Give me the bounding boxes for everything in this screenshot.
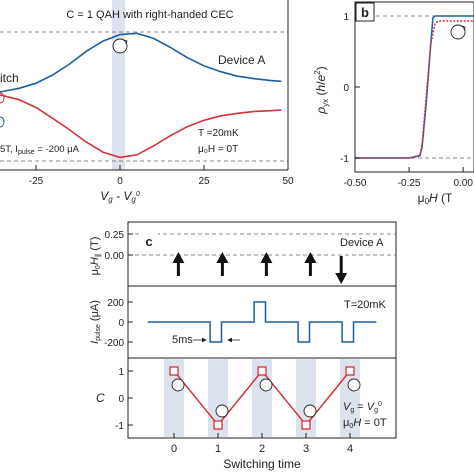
panel-c-xlabel: Switching time xyxy=(223,457,301,471)
panel-b-ylabel: ρyx (h/e2) xyxy=(313,66,330,114)
panel-a-conditions: 5T, Ipulse = -200 μA xyxy=(0,144,80,156)
panel-c-top-frame xyxy=(127,221,397,287)
panel-c-ylabel-bottom: C xyxy=(96,391,105,405)
panel-c-top-ytick-label: 0.00 xyxy=(105,251,125,262)
panel-c-ylabel-top: μ0H∥ (T) xyxy=(89,237,102,276)
panel-c-field-condition: μ0H = 0T xyxy=(343,417,387,430)
panel-c-chern-point xyxy=(213,420,223,430)
panel-a-xtick-label: 0 xyxy=(117,176,123,187)
panel-c-bottom-ytick-label: 0 xyxy=(118,394,124,405)
panel-a-cec-circle xyxy=(112,38,128,54)
panel-a-field: μ₀H = 0T xyxy=(198,144,238,155)
panel-a-xlabel: Vg - Vg0 xyxy=(100,189,140,204)
panel-c-shade xyxy=(208,359,228,437)
panel-c-shade xyxy=(296,359,316,437)
panel-a-pulse-value: = -200 μA xyxy=(35,144,80,155)
panel-a-xtick-label: 25 xyxy=(198,176,210,187)
panel-c-bottom-ytick-label: -1 xyxy=(115,421,124,432)
panel-a-pulse-subscript: pulse xyxy=(18,149,35,156)
panel-a-legend-fragment: itch xyxy=(0,71,19,85)
panel-c-label-box xyxy=(140,232,158,250)
panel-b-xtick-label: 0.00 xyxy=(453,178,473,189)
panel-c-cec-circle xyxy=(259,378,273,392)
panel-c-cec-circle xyxy=(347,378,361,392)
panel-c-pulse-series xyxy=(147,301,377,343)
panel-a-series-0 xyxy=(0,32,282,93)
panel-c-label: c xyxy=(145,234,152,249)
panel-c-shade xyxy=(340,359,360,437)
panel-c-top-ytick-label: 0.25 xyxy=(105,230,125,241)
panel-b-xtick-label: -0.50 xyxy=(344,178,367,189)
panel-c-chern-point xyxy=(257,366,267,376)
panel-c-device-label: Device A xyxy=(340,237,384,249)
panel-a-xtick-label: 50 xyxy=(282,176,294,187)
panel-c-xtick-label: 0 xyxy=(171,443,177,455)
panel-c-cec-circle xyxy=(171,378,185,392)
panel-b-xlabel: μ0H (T xyxy=(418,191,453,206)
panel-c-cec-circle xyxy=(303,404,317,418)
panel-c-xtick-label: 1 xyxy=(215,443,221,455)
panel-c: 0.00 0.25 -200 0 200 -1 0 1 0 1 2 3 4 c Device A T=2… xyxy=(89,221,397,471)
panel-c-xtick-label: 4 xyxy=(347,443,353,455)
panel-c-pulse-width-label: 5ms xyxy=(172,334,193,346)
panel-c-field-arrowhead-down xyxy=(335,273,348,284)
panel-c-field-arrowhead-up xyxy=(304,252,317,263)
panel-b-xtick-label: -0.25 xyxy=(398,178,421,189)
panel-b-series-1 xyxy=(355,20,474,159)
panel-b-ytick-label: 1 xyxy=(343,12,349,23)
panel-c-chern-point xyxy=(169,366,179,376)
panel-b-label-box xyxy=(355,2,375,22)
panel-a-xtick-label: -25 xyxy=(29,176,44,187)
panel-c-field-arrowhead-up xyxy=(260,252,273,263)
panel-a: -25 0 25 50 C = 1 QAH with right-handed CEC… xyxy=(0,0,294,204)
panel-c-middle-ytick-label: 200 xyxy=(107,298,124,309)
panel-a-device-label: Device A xyxy=(218,53,265,67)
panel-c-ylabel-middle: Ipulse (μA) xyxy=(89,300,102,344)
panel-a-header: C = 1 QAH with right-handed CEC xyxy=(66,9,233,21)
panel-a-legend-red-mark xyxy=(0,92,5,104)
panel-b-ytick-label: -1 xyxy=(340,154,349,165)
panel-b: -0.50 -0.25 0.00 -1 0 1 b ρyx (h/e2) μ0H (T xyxy=(313,1,474,206)
panel-a-series-1 xyxy=(0,94,282,159)
panel-c-chern-point xyxy=(345,366,355,376)
panel-c-shade xyxy=(164,359,184,437)
panel-a-shade xyxy=(112,0,125,170)
panel-a-cec-arrow xyxy=(123,39,128,45)
panel-c-temperature: T=20mK xyxy=(344,299,387,311)
panel-c-middle-ytick-label: 0 xyxy=(118,318,124,329)
panel-c-middle-ytick-label: -200 xyxy=(104,338,124,349)
panel-a-temperature: T =20mK xyxy=(198,128,239,139)
panel-a-legend-blue-mark xyxy=(0,116,5,128)
panel-c-bottom-ytick-label: 1 xyxy=(118,367,124,378)
panel-c-chern-point xyxy=(301,420,311,430)
panel-c-field-arrowhead-up xyxy=(216,252,229,263)
panel-c-shade xyxy=(252,359,272,437)
panel-c-field-arrowhead-up xyxy=(172,252,185,263)
panel-a-conditions-fragment: 5T, I xyxy=(0,144,18,155)
panel-b-ytick-label: 0 xyxy=(343,83,349,94)
panel-b-cec-circle xyxy=(450,24,466,40)
panel-c-xtick-label: 2 xyxy=(259,443,265,455)
panel-c-cec-circle xyxy=(215,404,229,418)
panel-c-xtick-label: 3 xyxy=(303,443,309,455)
panel-b-label: b xyxy=(361,5,369,20)
panel-c-gate-condition: Vg = Vg0 xyxy=(343,401,382,414)
panel-b-cec-arrow xyxy=(461,25,466,31)
